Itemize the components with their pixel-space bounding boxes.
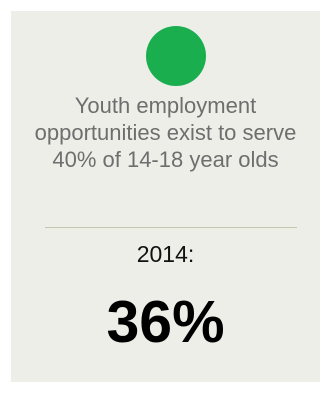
year-label: 2014: [136,241,195,267]
divider [45,227,297,228]
status-circle-icon [146,26,206,86]
indicator-description: Youth employment opportunities exist to … [34,93,297,172]
indicator-card: Youth employment opportunities exist to … [11,11,320,382]
indicator-value: 36% [106,289,225,355]
